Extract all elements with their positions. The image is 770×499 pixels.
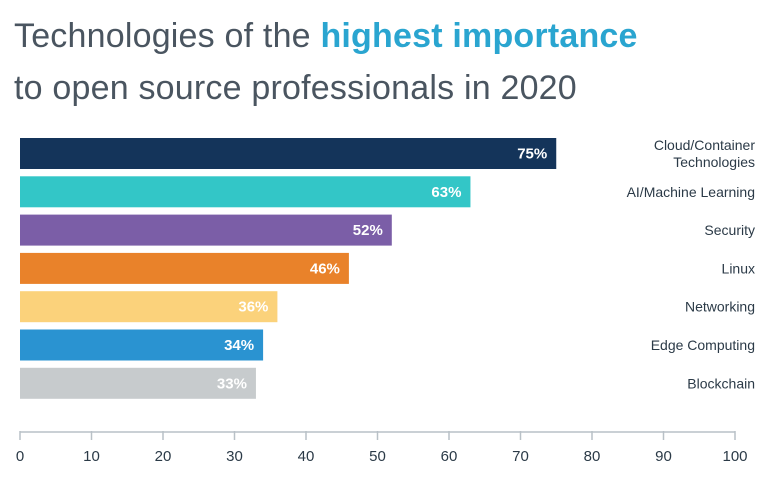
bar-5 xyxy=(20,329,264,361)
category-label-line: Cloud/Container xyxy=(654,137,756,153)
category-label-line: Networking xyxy=(685,299,755,315)
category-label-4: Networking xyxy=(685,299,755,315)
x-tick-label-9: 90 xyxy=(655,448,672,465)
category-label-3: Linux xyxy=(722,260,755,276)
bar-6 xyxy=(20,367,256,399)
bar-value-label-1: 63% xyxy=(431,184,461,201)
x-tick-label-8: 80 xyxy=(584,448,601,465)
category-label-line: Edge Computing xyxy=(651,337,755,353)
bars: 75% Cloud/Container Technologies 63% AI/Mach… xyxy=(20,137,755,399)
bar-2 xyxy=(20,214,392,246)
x-tick-label-5: 50 xyxy=(369,448,386,465)
bar-3 xyxy=(20,252,349,284)
x-tick-label-4: 40 xyxy=(298,448,315,465)
title-line-2: to open source professionals in 2020 xyxy=(14,69,577,107)
x-tick-label-6: 60 xyxy=(441,448,458,465)
category-label-line: Security xyxy=(704,222,755,238)
category-label-0: Cloud/Container Technologies xyxy=(654,137,756,170)
x-tick-label-7: 70 xyxy=(512,448,529,465)
x-tick-label-0: 0 xyxy=(16,448,24,465)
bar-1 xyxy=(20,176,471,208)
x-axis: 0 10 20 30 40 50 60 70 80 90 100 xyxy=(16,431,748,465)
category-label-line: AI/Machine Learning xyxy=(627,184,755,200)
category-label-1: AI/Machine Learning xyxy=(627,184,755,200)
bar-4 xyxy=(20,291,278,323)
bar-0 xyxy=(20,138,557,169)
bar-value-label-2: 52% xyxy=(353,222,383,239)
bar-value-label-3: 46% xyxy=(310,260,340,277)
bar-value-label-0: 75% xyxy=(517,146,547,163)
bar-value-label-6: 33% xyxy=(217,375,247,392)
category-label-line: Blockchain xyxy=(687,375,755,391)
category-label-2: Security xyxy=(704,222,755,238)
category-label-line: Technologies xyxy=(673,154,755,170)
title-line-1: Technologies of the highest importance xyxy=(14,10,754,62)
chart-title: Technologies of the highest importance t… xyxy=(14,10,754,114)
category-label-5: Edge Computing xyxy=(651,337,755,353)
x-tick-label-1: 10 xyxy=(83,448,100,465)
x-tick-label-2: 20 xyxy=(155,448,172,465)
title-prefix: Technologies of the xyxy=(14,17,321,55)
category-label-line: Linux xyxy=(722,260,755,276)
x-tick-label-10: 100 xyxy=(722,448,747,465)
x-tick-label-3: 30 xyxy=(226,448,243,465)
bar-value-label-4: 36% xyxy=(238,299,268,316)
bar-value-label-5: 34% xyxy=(224,337,254,354)
title-highlight: highest importance xyxy=(320,17,638,55)
category-label-6: Blockchain xyxy=(687,375,755,391)
